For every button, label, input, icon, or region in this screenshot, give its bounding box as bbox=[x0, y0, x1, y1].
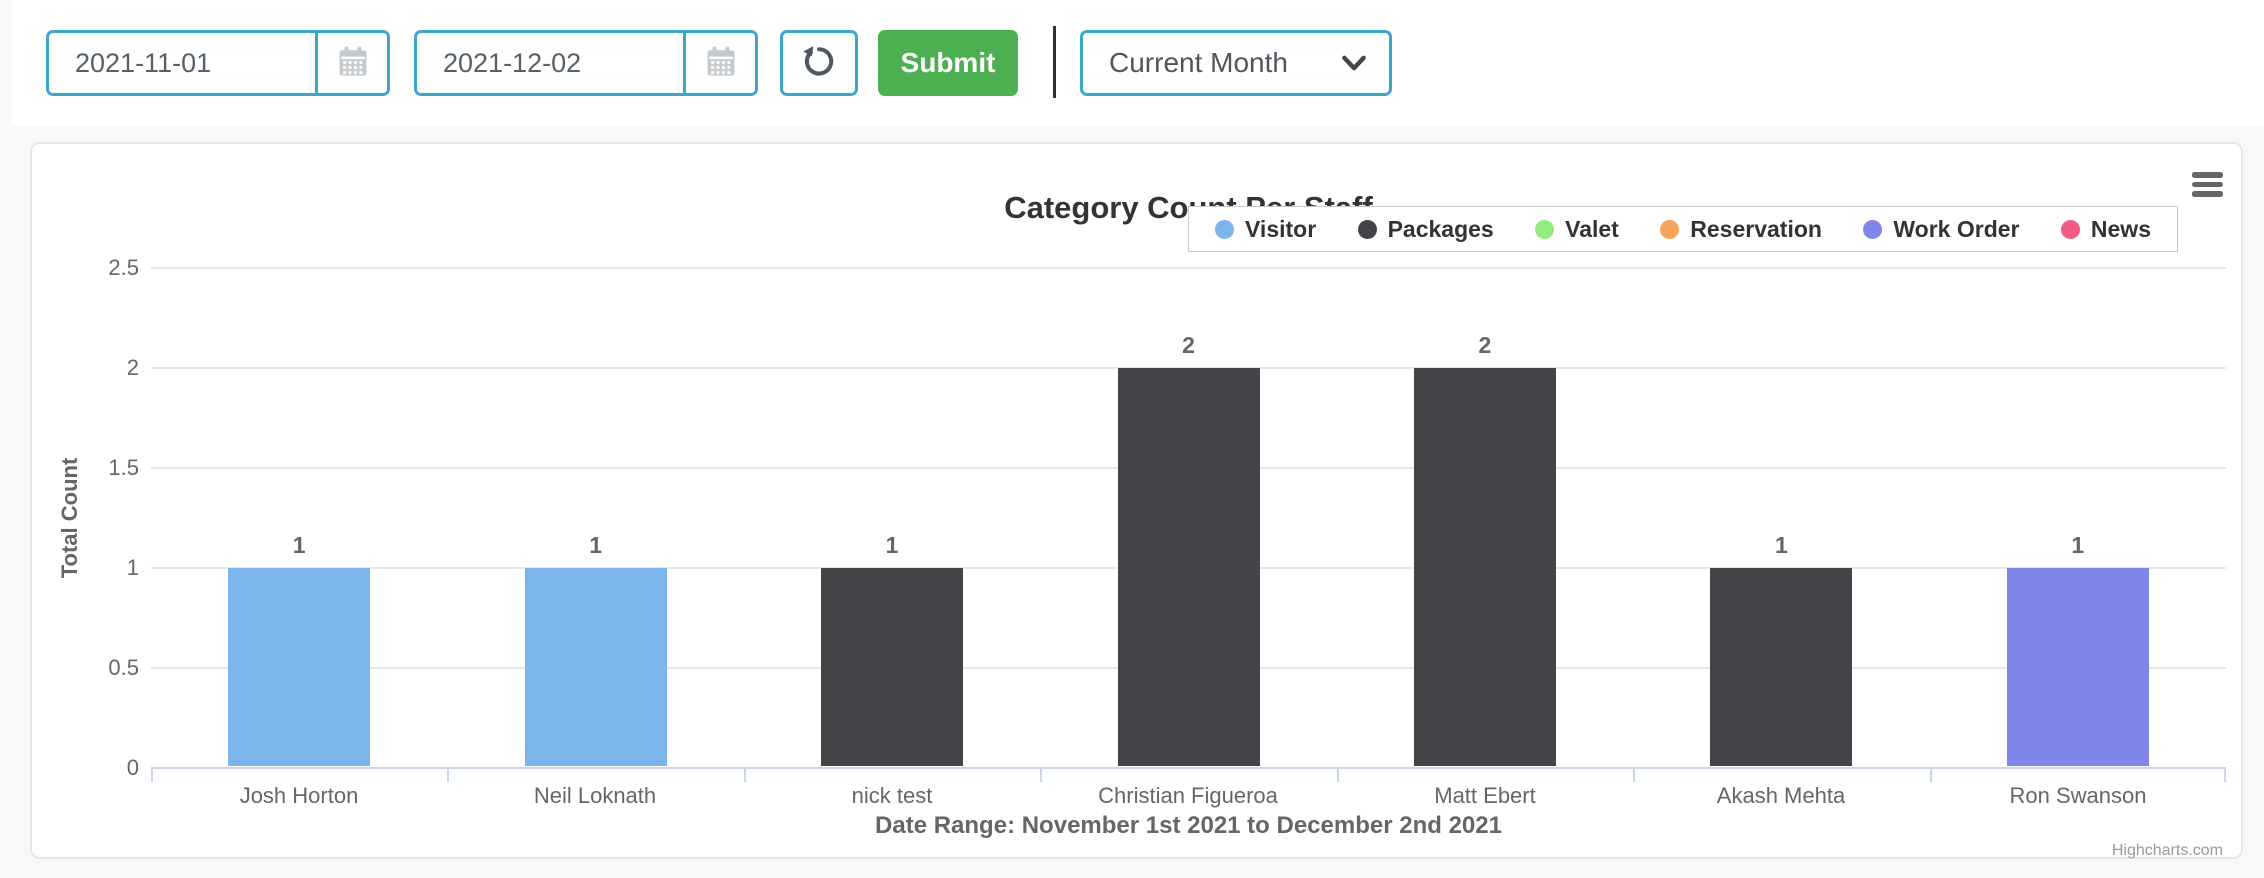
x-axis-tick bbox=[1040, 769, 1042, 782]
x-axis-tick bbox=[1930, 769, 1932, 782]
x-category-label-josh-horton: Josh Horton bbox=[239, 783, 359, 808]
x-category-label-ron-swanson: Ron Swanson bbox=[2009, 783, 2147, 808]
x-category-label-nick-test: nick test bbox=[851, 783, 933, 808]
legend-item-news[interactable]: News bbox=[2060, 215, 2151, 243]
legend-marker-visitor-icon bbox=[1215, 219, 1234, 239]
start-date-calendar-button[interactable] bbox=[315, 33, 387, 93]
legend-marker-packages-icon bbox=[1357, 219, 1377, 239]
start-date-input[interactable] bbox=[49, 33, 315, 93]
x-category-label-neil-loknath: Neil Loknath bbox=[533, 783, 657, 808]
highcharts-credit[interactable]: Highcharts.com bbox=[2111, 842, 2223, 859]
legend-marker-work-order-icon bbox=[1863, 219, 1883, 239]
bar-akash-mehta[interactable] bbox=[1710, 568, 1853, 766]
end-date-input[interactable] bbox=[417, 33, 683, 93]
legend-item-visitor[interactable]: Visitor bbox=[1215, 216, 1316, 243]
y-tick-label: 1 bbox=[126, 555, 139, 580]
x-axis-tick bbox=[151, 769, 153, 782]
legend-marker-valet-icon bbox=[1535, 219, 1555, 239]
toolbar-divider bbox=[1053, 26, 1056, 98]
range-select-value: Current Month bbox=[1109, 47, 1288, 78]
hamburger-menu-icon bbox=[2192, 172, 2223, 178]
legend-label: Valet bbox=[1565, 215, 1619, 242]
end-date-calendar-button[interactable] bbox=[683, 33, 755, 93]
chart-legend: Visitor Packages Valet Reservation Work Orde… bbox=[1188, 206, 2178, 252]
range-select[interactable]: Current Month bbox=[1080, 30, 1392, 96]
bar-josh-horton[interactable] bbox=[228, 568, 371, 766]
legend-label: Reservation bbox=[1690, 215, 1822, 242]
x-axis-tick bbox=[744, 769, 746, 782]
bar-matt-ebert[interactable] bbox=[1413, 368, 1556, 766]
chart-context-menu-button[interactable] bbox=[2192, 168, 2224, 201]
y-tick-label: 2.5 bbox=[108, 255, 139, 280]
end-date-input-group bbox=[414, 30, 758, 96]
plot-area: 1 1 1 2 2 1 1 bbox=[151, 267, 2226, 782]
x-axis-tick bbox=[1633, 769, 1635, 782]
x-category-label-matt-ebert: Matt Ebert bbox=[1434, 783, 1536, 808]
bar-ron-swanson[interactable] bbox=[2006, 568, 2149, 766]
legend-item-work-order[interactable]: Work Order bbox=[1863, 216, 2019, 243]
bar-value-label: 1 bbox=[885, 532, 899, 558]
x-axis-tick bbox=[447, 769, 449, 782]
legend-label: News bbox=[2090, 215, 2151, 242]
chart-subtitle: Date Range: November 1st 2021 to Decembe… bbox=[875, 812, 1502, 839]
y-axis-labels: 0 0.5 1 1.5 2 2.5 bbox=[32, 255, 139, 788]
legend-marker-news-icon bbox=[2060, 219, 2080, 239]
calendar-icon bbox=[334, 43, 372, 84]
x-axis-labels: Josh Horton Neil Loknath nick test Christia… bbox=[151, 783, 2226, 813]
submit-button[interactable]: Submit bbox=[878, 30, 1018, 96]
legend-label: Work Order bbox=[1893, 215, 2020, 242]
bar-value-label: 1 bbox=[1774, 532, 1788, 558]
x-category-label-christian-figueroa: Christian Figueroa bbox=[1098, 783, 1278, 808]
bar-neil-loknath[interactable] bbox=[524, 568, 667, 766]
legend-item-reservation[interactable]: Reservation bbox=[1660, 216, 1822, 243]
x-axis-line bbox=[151, 767, 2226, 769]
y-tick-label: 0 bbox=[126, 755, 139, 780]
y-tick-label: 2 bbox=[126, 355, 139, 380]
x-axis-tick bbox=[2224, 769, 2226, 782]
start-date-input-group bbox=[46, 30, 390, 96]
bar-value-label: 1 bbox=[589, 532, 603, 558]
chevron-down-icon bbox=[1341, 47, 1367, 79]
bar-value-label: 1 bbox=[2071, 532, 2085, 558]
legend-item-packages[interactable]: Packages bbox=[1357, 215, 1494, 243]
legend-marker-reservation-icon bbox=[1660, 219, 1680, 239]
bar-value-label: 2 bbox=[1182, 332, 1195, 358]
x-axis-tick bbox=[1337, 769, 1339, 782]
hamburger-menu-icon bbox=[2192, 191, 2223, 197]
chart-card: Category Count Per Staff VisitorPackages… bbox=[30, 142, 2243, 859]
y-tick-label: 1.5 bbox=[108, 455, 139, 480]
hamburger-menu-icon bbox=[2192, 181, 2223, 187]
x-category-label-akash-mehta: Akash Mehta bbox=[1716, 783, 1846, 808]
calendar-icon bbox=[702, 43, 740, 84]
y-tick-label: 0.5 bbox=[108, 655, 139, 680]
bar-value-label: 2 bbox=[1478, 332, 1492, 358]
rotate-ccw-icon bbox=[801, 44, 837, 83]
bar-value-label: 1 bbox=[292, 532, 306, 558]
toolbar: Submit Current Month bbox=[12, 0, 2264, 126]
reset-button[interactable] bbox=[780, 30, 858, 96]
legend-label: Packages bbox=[1387, 215, 1494, 242]
bar-christian-figueroa[interactable] bbox=[1117, 368, 1260, 766]
legend-label: Visitor bbox=[1245, 215, 1317, 242]
bar-nick-test[interactable] bbox=[821, 568, 964, 766]
legend-item-valet[interactable]: Valet bbox=[1535, 216, 1619, 243]
gridline bbox=[151, 267, 2226, 269]
y-axis-title: Total Count bbox=[57, 457, 82, 579]
